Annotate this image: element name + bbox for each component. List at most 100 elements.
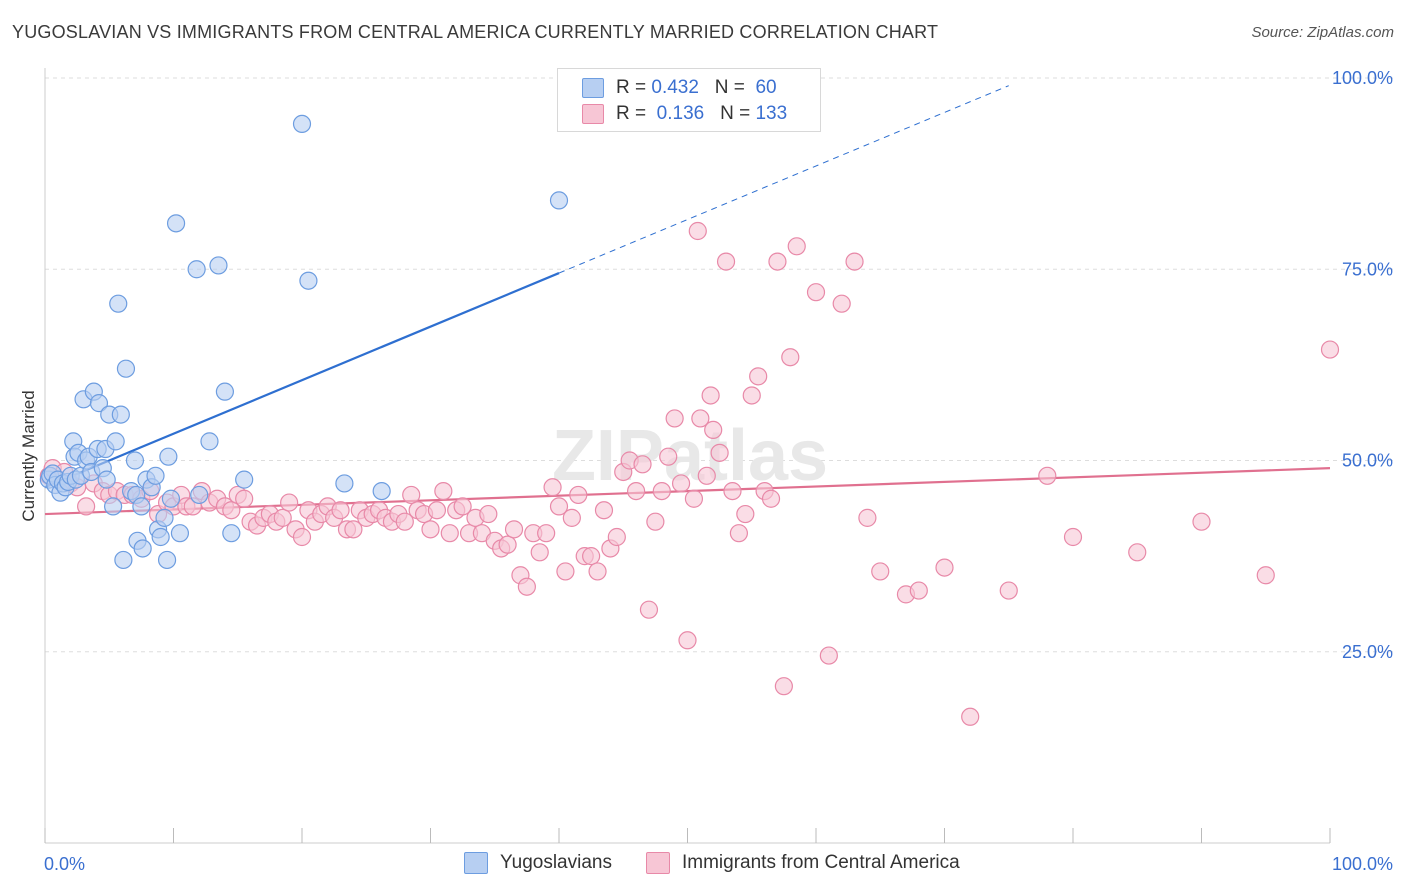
data-point [716, 252, 736, 271]
data-point [132, 497, 151, 516]
x-tick-label: 100.0% [1332, 854, 1393, 874]
data-point [832, 294, 851, 313]
data-point [517, 577, 536, 596]
legend-swatch-pink [646, 852, 670, 874]
y-tick-label: 50.0% [1342, 451, 1393, 471]
stats-row-yugoslavians: R = 0.432 N = 60 [582, 77, 777, 99]
data-point [569, 485, 588, 505]
data-point [749, 367, 768, 386]
data-point [736, 504, 755, 524]
data-point [671, 474, 691, 493]
data-point [659, 447, 678, 466]
data-point [504, 520, 524, 539]
data-point [157, 550, 177, 570]
data-point [530, 543, 549, 562]
data-point [665, 409, 684, 428]
data-point [742, 386, 761, 405]
data-point [588, 562, 607, 581]
data-point [427, 501, 447, 520]
legend: Yugoslavians Immigrants from Central Ame… [0, 852, 1406, 878]
legend-item-central-america[interactable]: Immigrants from Central America [646, 852, 960, 874]
data-point [292, 114, 312, 134]
data-point [170, 524, 190, 543]
data-point [1128, 543, 1147, 562]
data-point [697, 466, 716, 485]
data-point [710, 443, 729, 462]
data-point [646, 512, 665, 531]
data-point [97, 470, 116, 489]
data-point [1192, 512, 1211, 531]
data-point [235, 470, 254, 489]
data-point [562, 508, 581, 527]
data-point [114, 550, 133, 570]
data-point [280, 493, 299, 512]
legend-label: Immigrants from Central America [682, 852, 960, 873]
data-point [723, 482, 742, 501]
legend-item-yugoslavians[interactable]: Yugoslavians [464, 852, 612, 874]
tick-labels: 25.0% 50.0% 75.0% 100.0% 0.0% 100.0% [44, 68, 1393, 874]
r-value: 0.136 [656, 103, 705, 124]
grid-lines [45, 77, 1393, 653]
data-point [421, 520, 440, 539]
data-point [479, 504, 498, 524]
chart-title: YUGOSLAVIAN VS IMMIGRANTS FROM CENTRAL A… [12, 22, 939, 42]
data-point [787, 237, 806, 256]
data-point [402, 485, 421, 505]
data-point [209, 256, 228, 275]
data-point [935, 558, 954, 577]
n-label: N = [720, 103, 751, 124]
data-point [372, 482, 391, 501]
x-tick-label: 0.0% [44, 854, 85, 874]
r-label: R = [616, 77, 647, 98]
data-point [159, 447, 178, 466]
y-tick-label: 100.0% [1332, 68, 1393, 88]
data-point [729, 524, 749, 543]
data-point [273, 508, 292, 527]
data-point [639, 600, 659, 619]
data-point [704, 420, 723, 439]
data-point [961, 707, 980, 726]
data-point [701, 386, 720, 405]
r-label: R = [616, 103, 647, 124]
data-point [768, 252, 787, 271]
n-value: 133 [755, 103, 788, 124]
data-point [858, 508, 877, 527]
data-point [498, 535, 517, 554]
data-point [453, 497, 472, 516]
data-point [1320, 340, 1340, 359]
legend-label: Yugoslavians [500, 852, 612, 873]
data-point [543, 478, 562, 497]
data-point [166, 214, 186, 233]
y-axis-label: Currently Married [19, 390, 38, 521]
data-point [871, 562, 890, 581]
data-point [292, 527, 312, 547]
source-label: Source: ZipAtlas.com [1251, 24, 1394, 41]
data-point [133, 539, 152, 558]
axes [44, 68, 1331, 844]
trend-line [44, 467, 1331, 516]
data-point [806, 283, 826, 302]
data-point [146, 466, 165, 485]
data-point [331, 501, 350, 520]
data-point [633, 455, 652, 474]
data-point [537, 524, 556, 543]
data-point [845, 252, 864, 271]
legend-swatch-blue [464, 852, 488, 874]
data-point [125, 451, 145, 470]
trend-line [44, 272, 560, 489]
data-point [440, 524, 459, 543]
data-point [781, 348, 800, 367]
data-point [999, 581, 1018, 600]
data-points [39, 114, 1340, 726]
data-point [607, 527, 626, 547]
data-point [222, 524, 241, 543]
data-point [116, 359, 136, 378]
pink-swatch [582, 104, 604, 124]
blue-swatch [582, 78, 604, 98]
trend-line-extension [558, 85, 1009, 274]
n-label: N = [714, 77, 745, 98]
data-point [434, 482, 453, 501]
data-point [688, 221, 707, 241]
data-point [626, 482, 646, 501]
